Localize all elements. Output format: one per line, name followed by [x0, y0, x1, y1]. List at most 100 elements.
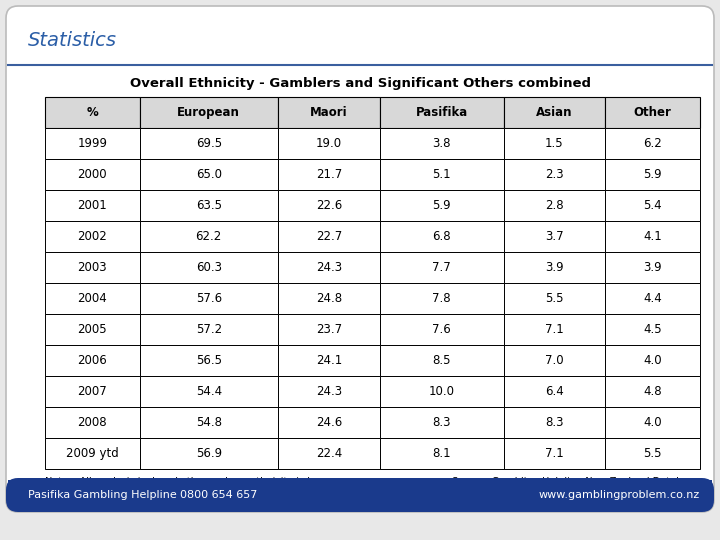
Bar — [45, 438, 140, 469]
Bar — [278, 438, 379, 469]
Bar — [140, 128, 278, 159]
Text: 56.9: 56.9 — [196, 447, 222, 460]
Bar — [278, 283, 379, 314]
Bar — [45, 128, 140, 159]
Text: 22.6: 22.6 — [315, 199, 342, 212]
Text: 24.6: 24.6 — [315, 416, 342, 429]
Bar — [606, 345, 700, 376]
Text: 7.1: 7.1 — [545, 323, 564, 336]
Bar — [140, 438, 278, 469]
Text: 3.7: 3.7 — [545, 230, 564, 243]
Text: 2005: 2005 — [78, 323, 107, 336]
Bar — [379, 345, 503, 376]
Text: 3.9: 3.9 — [644, 261, 662, 274]
Bar — [140, 283, 278, 314]
Bar — [503, 438, 606, 469]
Bar — [45, 97, 140, 128]
Bar — [379, 407, 503, 438]
Text: 56.5: 56.5 — [196, 354, 222, 367]
Text: Asian: Asian — [536, 106, 572, 119]
Bar — [606, 283, 700, 314]
Text: 24.1: 24.1 — [315, 354, 342, 367]
Bar — [278, 190, 379, 221]
Bar — [8, 480, 712, 500]
Text: 62.2: 62.2 — [196, 230, 222, 243]
Bar — [606, 97, 700, 128]
Text: 5.4: 5.4 — [644, 199, 662, 212]
Bar — [45, 283, 140, 314]
Bar — [503, 221, 606, 252]
Bar — [503, 159, 606, 190]
Bar — [45, 314, 140, 345]
Text: 2.8: 2.8 — [545, 199, 564, 212]
Text: 2000: 2000 — [78, 168, 107, 181]
Bar — [140, 376, 278, 407]
Text: 4.5: 4.5 — [644, 323, 662, 336]
Bar — [606, 438, 700, 469]
Text: 6.2: 6.2 — [643, 137, 662, 150]
Bar — [379, 314, 503, 345]
Bar — [379, 128, 503, 159]
Bar — [503, 314, 606, 345]
Text: 22.7: 22.7 — [315, 230, 342, 243]
Text: 60.3: 60.3 — [196, 261, 222, 274]
Text: 7.1: 7.1 — [545, 447, 564, 460]
Bar — [278, 159, 379, 190]
Text: Source: Gambling Helpline New Zealand Database: Source: Gambling Helpline New Zealand Da… — [452, 477, 700, 487]
Bar — [45, 345, 140, 376]
Text: 21.7: 21.7 — [315, 168, 342, 181]
Bar — [606, 376, 700, 407]
Text: 2002: 2002 — [78, 230, 107, 243]
Text: 6.8: 6.8 — [432, 230, 451, 243]
Text: 10.0: 10.0 — [428, 385, 454, 398]
Bar — [140, 252, 278, 283]
Bar — [140, 314, 278, 345]
Text: 7.6: 7.6 — [432, 323, 451, 336]
Text: Other: Other — [634, 106, 672, 119]
Text: 0800 654 657: 0800 654 657 — [173, 490, 257, 500]
Text: 19.0: 19.0 — [316, 137, 342, 150]
Text: 2001: 2001 — [78, 199, 107, 212]
Text: 5.9: 5.9 — [432, 199, 451, 212]
Text: 4.0: 4.0 — [644, 416, 662, 429]
Text: 63.5: 63.5 — [196, 199, 222, 212]
Bar — [278, 221, 379, 252]
Text: Overall Ethnicity - Gamblers and Significant Others combined: Overall Ethnicity - Gamblers and Signifi… — [130, 77, 590, 90]
Bar — [503, 252, 606, 283]
Bar — [45, 190, 140, 221]
Text: 5.1: 5.1 — [432, 168, 451, 181]
Text: 4.4: 4.4 — [643, 292, 662, 305]
Bar — [278, 97, 379, 128]
Bar — [606, 314, 700, 345]
Text: 2004: 2004 — [78, 292, 107, 305]
Text: 6.4: 6.4 — [545, 385, 564, 398]
Text: 5.9: 5.9 — [644, 168, 662, 181]
Text: Pasifika Gambling Helpline: Pasifika Gambling Helpline — [28, 490, 176, 500]
Text: 24.3: 24.3 — [316, 261, 342, 274]
Text: Notes: All analysis incls only those where ethnicity is known.: Notes: All analysis incls only those whe… — [45, 477, 342, 487]
Bar — [278, 407, 379, 438]
Bar — [503, 407, 606, 438]
Text: 65.0: 65.0 — [196, 168, 222, 181]
Bar — [45, 252, 140, 283]
Bar — [606, 221, 700, 252]
Bar — [379, 221, 503, 252]
FancyBboxPatch shape — [6, 478, 714, 512]
Text: 2.3: 2.3 — [545, 168, 564, 181]
Text: 2008: 2008 — [78, 416, 107, 429]
Text: 54.8: 54.8 — [196, 416, 222, 429]
Bar — [278, 314, 379, 345]
Text: 3.9: 3.9 — [545, 261, 564, 274]
Text: 2009 ytd: 2009 ytd — [66, 447, 119, 460]
Text: 7.0: 7.0 — [545, 354, 564, 367]
Text: 2006: 2006 — [78, 354, 107, 367]
Bar — [379, 438, 503, 469]
Text: 24.3: 24.3 — [316, 385, 342, 398]
Bar — [45, 376, 140, 407]
Bar — [278, 128, 379, 159]
Bar — [503, 345, 606, 376]
Text: 54.4: 54.4 — [196, 385, 222, 398]
Text: 2007: 2007 — [78, 385, 107, 398]
Bar — [503, 283, 606, 314]
Text: European: European — [177, 106, 240, 119]
